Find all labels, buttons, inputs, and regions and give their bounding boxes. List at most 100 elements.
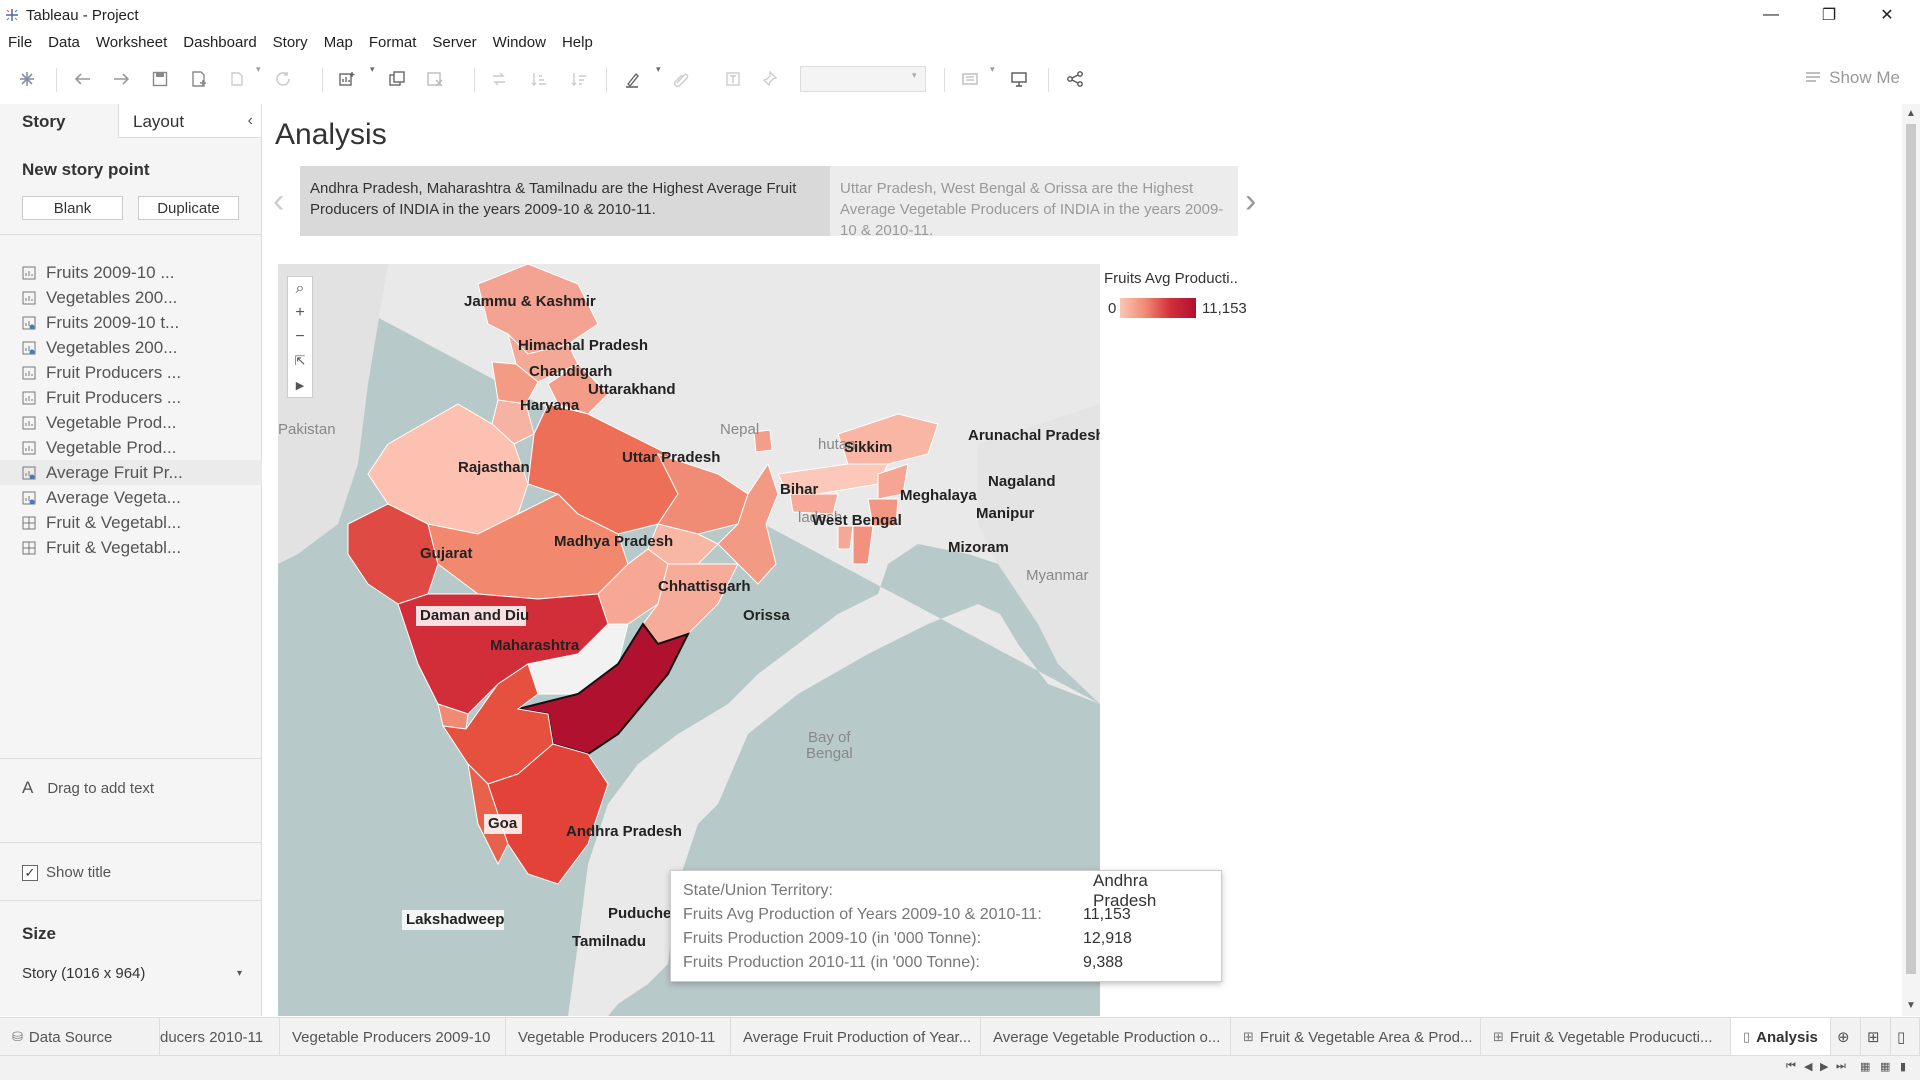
search-icon[interactable]: ⌕ bbox=[295, 280, 305, 297]
sheet-tab[interactable]: ducers 2010-11 bbox=[160, 1018, 280, 1056]
menu-map[interactable]: Map bbox=[323, 33, 353, 51]
next-sheet-icon[interactable]: ▶ bbox=[1820, 1061, 1829, 1073]
restore-button[interactable]: ❐ bbox=[1821, 7, 1837, 24]
sheet-tab[interactable]: Vegetable Producers 2009-10 bbox=[280, 1018, 506, 1056]
story-tab-analysis[interactable]: ▯ Analysis bbox=[1731, 1018, 1831, 1056]
redo-icon[interactable] bbox=[108, 66, 134, 92]
pause-updates-icon[interactable] bbox=[224, 66, 250, 92]
list-item[interactable]: Fruit & Vegetabl... bbox=[22, 510, 262, 535]
minimize-button[interactable]: — bbox=[1763, 6, 1779, 23]
story-icon: ▯ bbox=[1743, 1029, 1751, 1044]
duplicate-button[interactable]: Duplicate bbox=[138, 196, 239, 220]
list-item[interactable]: Fruit Producers ... bbox=[22, 385, 262, 410]
fit-icon[interactable] bbox=[958, 66, 984, 92]
new-dashboard-tab-icon[interactable]: ⊞ bbox=[1861, 1018, 1891, 1056]
share-icon[interactable] bbox=[1062, 66, 1088, 92]
state-uttarakhand bbox=[547, 363, 609, 415]
list-item[interactable]: Vegetable Prod... bbox=[22, 410, 262, 435]
dashboard-tab[interactable]: ⊞ Fruit & Vegetable Producucti... bbox=[1481, 1018, 1731, 1056]
save-icon[interactable] bbox=[147, 66, 173, 92]
show-title-checkbox[interactable]: ✓ Show title bbox=[22, 864, 111, 881]
tableau-home-icon[interactable] bbox=[14, 66, 40, 92]
refresh-icon[interactable] bbox=[270, 66, 296, 92]
blank-button[interactable]: Blank bbox=[22, 196, 123, 220]
tab-data-source[interactable]: ⛁ Data Source bbox=[0, 1018, 160, 1056]
new-worksheet-tab-icon[interactable]: ⊕ bbox=[1831, 1018, 1861, 1056]
list-item[interactable]: Average Fruit Pr... bbox=[0, 460, 262, 485]
list-item[interactable]: Vegetable Prod... bbox=[22, 435, 262, 460]
list-item[interactable]: Fruits 2009-10 ... bbox=[22, 260, 262, 285]
tab-layout[interactable]: Layout bbox=[118, 104, 262, 138]
scroll-down-icon[interactable]: ▼ bbox=[1906, 1000, 1916, 1011]
label-arunachal-pradesh: Arunachal Pradesh bbox=[968, 427, 1100, 444]
zoom-out-icon[interactable]: − bbox=[295, 328, 305, 345]
state-punjab bbox=[491, 361, 539, 405]
show-tabs-icon[interactable]: ▮ bbox=[1900, 1061, 1907, 1073]
first-sheet-icon[interactable]: ⏮ bbox=[1786, 1060, 1796, 1072]
scroll-thumb[interactable] bbox=[1906, 124, 1916, 974]
menu-story[interactable]: Story bbox=[272, 33, 308, 51]
list-item[interactable]: Fruits 2009-10 t... bbox=[22, 310, 262, 335]
swap-rows-columns-icon[interactable] bbox=[486, 66, 512, 92]
zoom-in-icon[interactable]: + bbox=[295, 304, 305, 321]
story-point-2[interactable]: Uttar Pradesh, West Bengal & Orissa are … bbox=[830, 166, 1238, 236]
presentation-mode-icon[interactable] bbox=[1006, 66, 1032, 92]
new-worksheet-icon[interactable] bbox=[334, 66, 360, 92]
last-sheet-icon[interactable]: ⏭ bbox=[1836, 1060, 1846, 1072]
expand-tools-icon[interactable]: ▶ bbox=[295, 379, 305, 392]
previous-sheet-icon[interactable]: ◀ bbox=[1804, 1061, 1813, 1073]
duplicate-sheet-icon[interactable] bbox=[384, 66, 410, 92]
bengal-label: Bengal bbox=[806, 745, 853, 762]
undo-icon[interactable] bbox=[70, 66, 96, 92]
previous-story-point-icon[interactable]: ‹ bbox=[273, 182, 285, 220]
vertical-scrollbar[interactable]: ▲ ▼ bbox=[1902, 104, 1920, 1016]
show-labels-icon[interactable] bbox=[720, 66, 746, 92]
list-item[interactable]: Fruit Producers ... bbox=[22, 360, 262, 385]
collapse-pane-icon[interactable]: ‹ bbox=[247, 112, 253, 129]
highlight-icon[interactable] bbox=[620, 66, 646, 92]
list-item[interactable]: Average Vegeta... bbox=[22, 485, 262, 510]
show-sheet-sorter-icon[interactable]: ▦ bbox=[1880, 1061, 1891, 1073]
menu-help[interactable]: Help bbox=[561, 33, 593, 51]
sheet-tab[interactable]: Vegetable Producers 2010-11 bbox=[506, 1018, 731, 1056]
menu-format[interactable]: Format bbox=[368, 33, 417, 51]
fit-dropdown-icon[interactable]: ▾ bbox=[990, 64, 995, 74]
story-point-1[interactable]: Andhra Pradesh, Maharashtra & Tamilnadu … bbox=[300, 166, 830, 236]
menu-data[interactable]: Data bbox=[48, 33, 80, 51]
refresh-dropdown-icon[interactable]: ▾ bbox=[256, 64, 261, 74]
new-story-tab-icon[interactable]: ▯ bbox=[1891, 1018, 1920, 1056]
menu-file[interactable]: File bbox=[8, 33, 33, 51]
list-item[interactable]: Vegetables 200... bbox=[22, 285, 262, 310]
dashboard-tab[interactable]: ⊞ Fruit & Vegetable Area & Prod... bbox=[1231, 1018, 1481, 1056]
reset-map-icon[interactable]: ⇱ bbox=[294, 353, 306, 368]
drag-to-add-text[interactable]: A Drag to add text bbox=[22, 778, 154, 798]
list-item[interactable]: Fruit & Vegetabl... bbox=[22, 535, 262, 560]
size-select[interactable]: Story (1016 x 964) ▾ bbox=[22, 962, 242, 984]
sheet-tab[interactable]: Average Fruit Production of Year... bbox=[731, 1018, 981, 1056]
menu-dashboard[interactable]: Dashboard bbox=[183, 33, 257, 51]
label-orissa: Orissa bbox=[743, 607, 790, 624]
menu-window[interactable]: Window bbox=[492, 33, 546, 51]
clear-sheet-icon[interactable] bbox=[422, 66, 448, 92]
sort-ascending-icon[interactable] bbox=[526, 66, 552, 92]
close-button[interactable]: ✕ bbox=[1880, 7, 1894, 24]
show-me-button[interactable]: Show Me bbox=[1805, 68, 1900, 88]
menu-server[interactable]: Server bbox=[432, 33, 477, 51]
tab-story[interactable]: Story bbox=[0, 104, 118, 138]
list-item[interactable]: Vegetables 200... bbox=[22, 335, 262, 360]
show-filmstrip-icon[interactable]: ▦ bbox=[1860, 1061, 1871, 1073]
next-story-point-icon[interactable]: › bbox=[1245, 182, 1257, 220]
fix-axes-icon[interactable] bbox=[758, 66, 784, 92]
sort-descending-icon[interactable] bbox=[566, 66, 592, 92]
fit-width-combo[interactable] bbox=[800, 66, 926, 92]
new-data-source-icon[interactable] bbox=[186, 66, 212, 92]
highlight-dropdown-icon[interactable]: ▾ bbox=[656, 64, 661, 74]
group-members-icon[interactable] bbox=[668, 66, 694, 92]
menu-worksheet[interactable]: Worksheet bbox=[95, 33, 168, 51]
scroll-up-icon[interactable]: ▲ bbox=[1906, 108, 1916, 119]
dashboard-icon: ⊞ bbox=[1493, 1029, 1504, 1044]
new-worksheet-dropdown-icon[interactable]: ▾ bbox=[370, 64, 375, 74]
sheet-tab[interactable]: Average Vegetable Production o... bbox=[981, 1018, 1231, 1056]
color-legend[interactable]: Fruits Avg Producti.. 0 11,153 bbox=[1104, 270, 1274, 318]
state-nagaland bbox=[877, 463, 909, 500]
